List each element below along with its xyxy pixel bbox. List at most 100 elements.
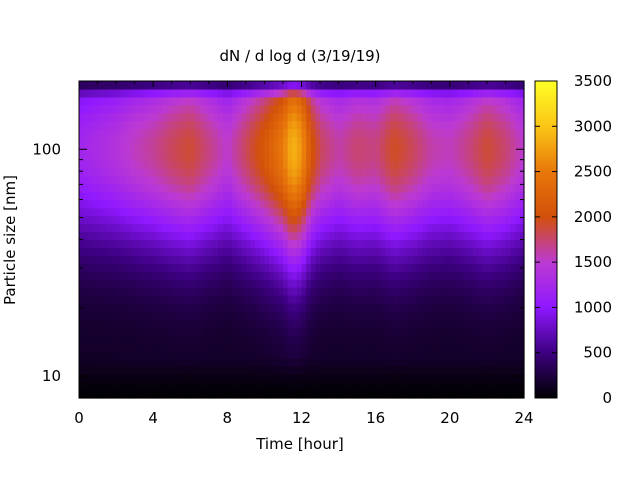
heatmap-cell [88,390,94,399]
heatmap-cell [259,96,266,106]
heatmap-cell [445,310,451,320]
heatmap-cell [343,191,349,201]
heatmap-cell [153,366,159,375]
heatmap-cell [116,255,122,264]
heatmap-cell [366,390,372,399]
heatmap-cell [106,152,113,161]
heatmap-cell [129,239,136,249]
heatmap-cell [171,247,177,256]
heatmap-cell [236,334,242,344]
heatmap-cell [227,271,233,280]
heatmap-cell [79,231,85,241]
heatmap-cell [148,247,154,256]
heatmap-cell [83,160,89,169]
heatmap-cell [389,358,395,367]
heatmap-cell [408,88,414,98]
heatmap-cell [282,191,289,201]
heatmap-cell [329,294,335,304]
heatmap-cell [255,263,261,272]
heatmap-cell [435,160,442,169]
heatmap-cell [468,358,474,367]
heatmap-cell [250,168,256,177]
heatmap-cell [120,294,126,304]
heatmap-cell [426,318,432,328]
heatmap-cell [463,263,469,272]
heatmap-cell [153,334,159,344]
heatmap-cell [473,231,479,241]
heatmap-cell [194,382,201,391]
heatmap-cell [139,81,145,90]
heatmap-cell [440,199,446,209]
heatmap-cell [273,318,279,328]
heatmap-cell [199,255,205,264]
heatmap-cell [477,144,483,153]
heatmap-cell [310,263,317,272]
heatmap-cell [116,191,122,201]
heatmap-cell [171,287,177,296]
heatmap-cell [139,334,145,344]
heatmap-cell [417,326,423,336]
heatmap-cell [273,184,279,193]
heatmap-cell [422,255,428,264]
heatmap-cell [320,287,326,296]
heatmap-cell [431,294,437,304]
heatmap-cell [269,342,275,352]
heatmap-cell [417,390,423,399]
heatmap-cell [324,199,330,209]
heatmap-cell [375,191,381,201]
heatmap-cell [102,96,108,106]
heatmap-cell [394,207,400,217]
heatmap-cell [190,326,196,336]
heatmap-cell [500,184,507,193]
heatmap-cell [412,96,418,106]
heatmap-cell [241,374,247,383]
heatmap-cell [250,96,256,106]
heatmap-cell [445,263,451,272]
heatmap-cell [218,104,224,114]
heatmap-cell [403,223,409,233]
heatmap-cell [519,144,525,153]
heatmap-cell [338,263,344,272]
heatmap-cell [315,263,321,272]
heatmap-cell [185,382,191,391]
heatmap-cell [486,184,493,193]
heatmap-cell [236,96,242,106]
heatmap-cell [296,112,303,122]
heatmap-cell [171,318,177,328]
heatmap-cell [176,112,182,122]
heatmap-cell [463,318,469,328]
heatmap-cell [208,271,215,280]
heatmap-cell [352,184,358,193]
heatmap-cell [505,176,511,185]
heatmap-cell [380,215,386,225]
heatmap-cell [306,374,312,383]
heatmap-cell [190,136,196,145]
heatmap-cell [301,88,307,98]
heatmap-cell [218,152,224,161]
heatmap-cell [459,120,465,130]
heatmap-cell [213,136,219,145]
heatmap-cell [435,390,442,399]
heatmap-cell [371,191,377,201]
heatmap-cell [514,358,520,367]
heatmap-cell [269,366,275,375]
heatmap-cell [408,96,414,106]
heatmap-cell [431,112,437,122]
heatmap-cell [204,128,210,138]
heatmap-cell [454,358,460,367]
heatmap-cell [180,223,187,233]
heatmap-cell [361,144,367,153]
heatmap-cell [477,358,483,367]
heatmap-cell [264,350,270,359]
heatmap-cell [139,88,145,98]
heatmap-cell [269,326,275,336]
heatmap-cell [111,207,117,217]
heatmap-cell [218,215,224,225]
heatmap-cell [320,231,326,241]
heatmap-cell [204,96,210,106]
heatmap-cell [408,199,414,209]
heatmap-cell [102,81,108,90]
heatmap-cell [278,120,284,130]
heatmap-cell [394,176,400,185]
heatmap-cell [463,287,469,296]
